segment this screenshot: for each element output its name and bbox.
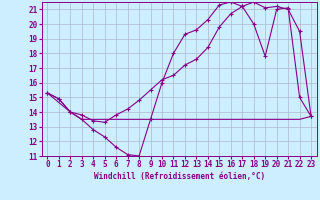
- X-axis label: Windchill (Refroidissement éolien,°C): Windchill (Refroidissement éolien,°C): [94, 172, 265, 181]
